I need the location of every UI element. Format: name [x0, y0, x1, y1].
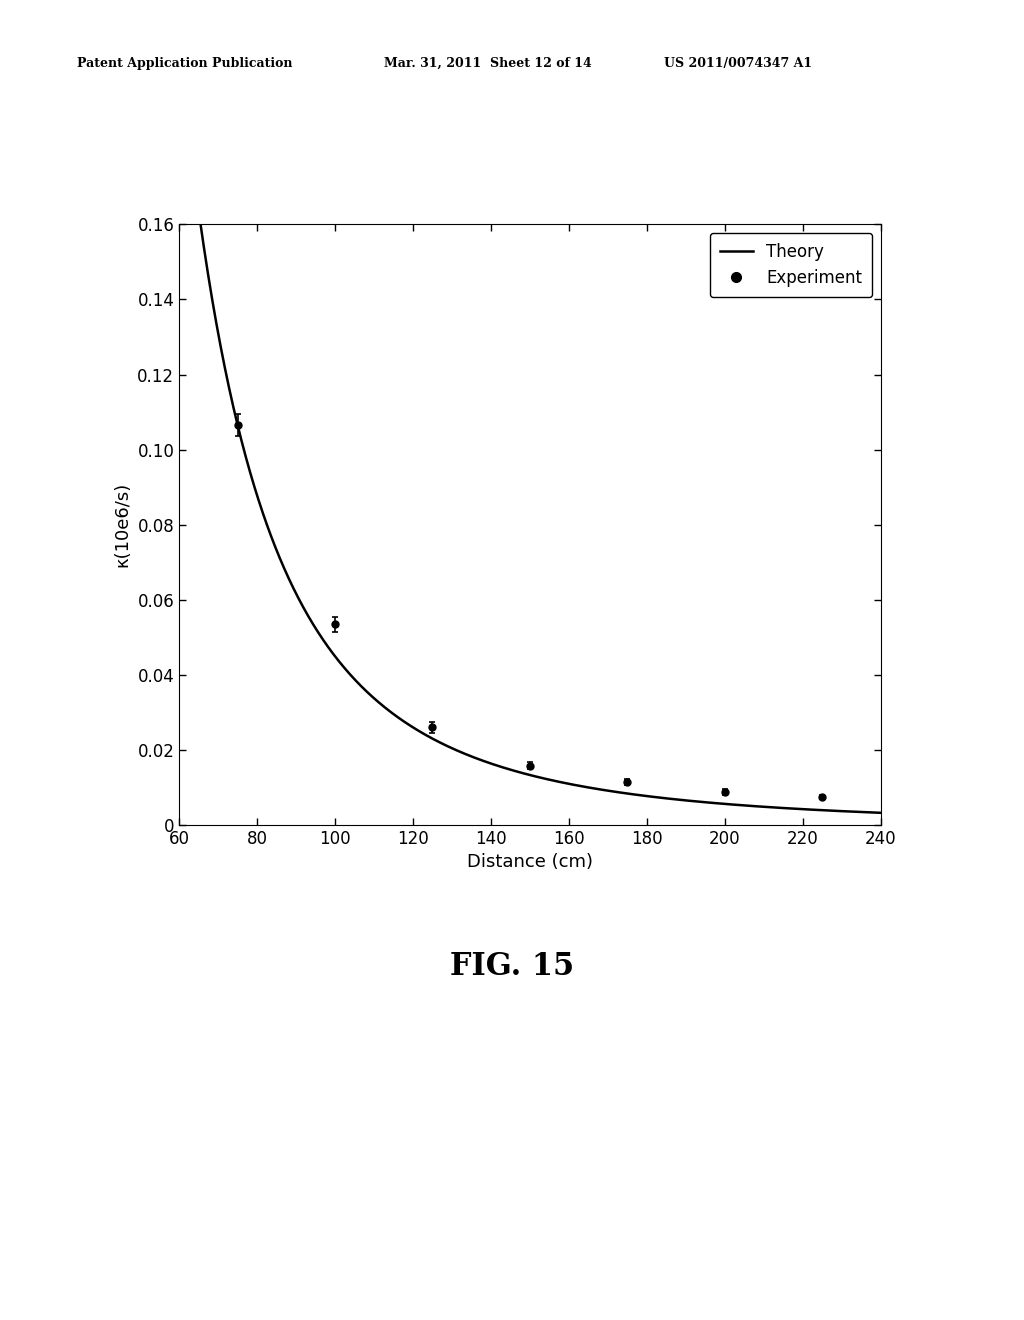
Legend: Theory, Experiment: Theory, Experiment — [710, 232, 872, 297]
Text: FIG. 15: FIG. 15 — [450, 950, 574, 982]
Text: Mar. 31, 2011  Sheet 12 of 14: Mar. 31, 2011 Sheet 12 of 14 — [384, 57, 592, 70]
Text: US 2011/0074347 A1: US 2011/0074347 A1 — [664, 57, 812, 70]
Y-axis label: κ(10e6/s): κ(10e6/s) — [114, 482, 132, 568]
Text: Patent Application Publication: Patent Application Publication — [77, 57, 292, 70]
X-axis label: Distance (cm): Distance (cm) — [467, 854, 593, 871]
